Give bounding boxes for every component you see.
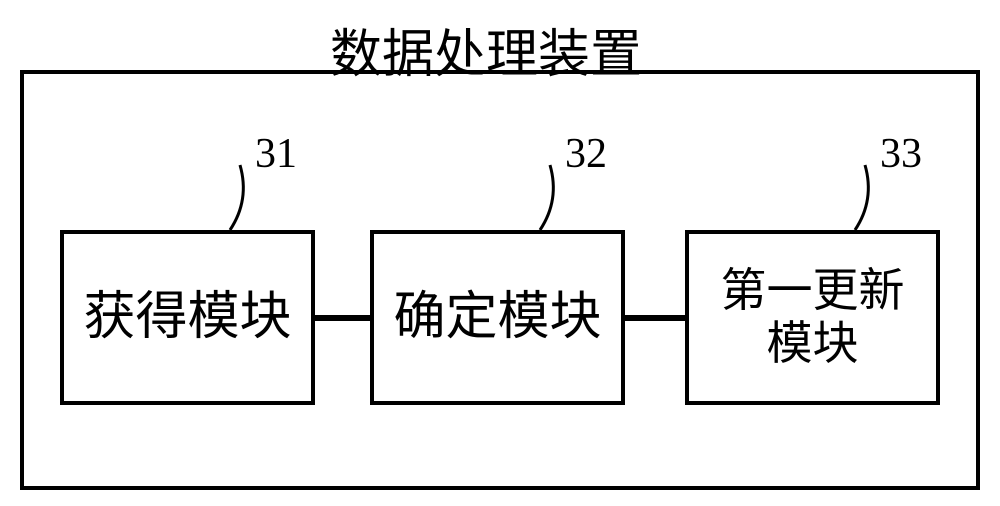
leader-first-update xyxy=(0,0,1000,506)
